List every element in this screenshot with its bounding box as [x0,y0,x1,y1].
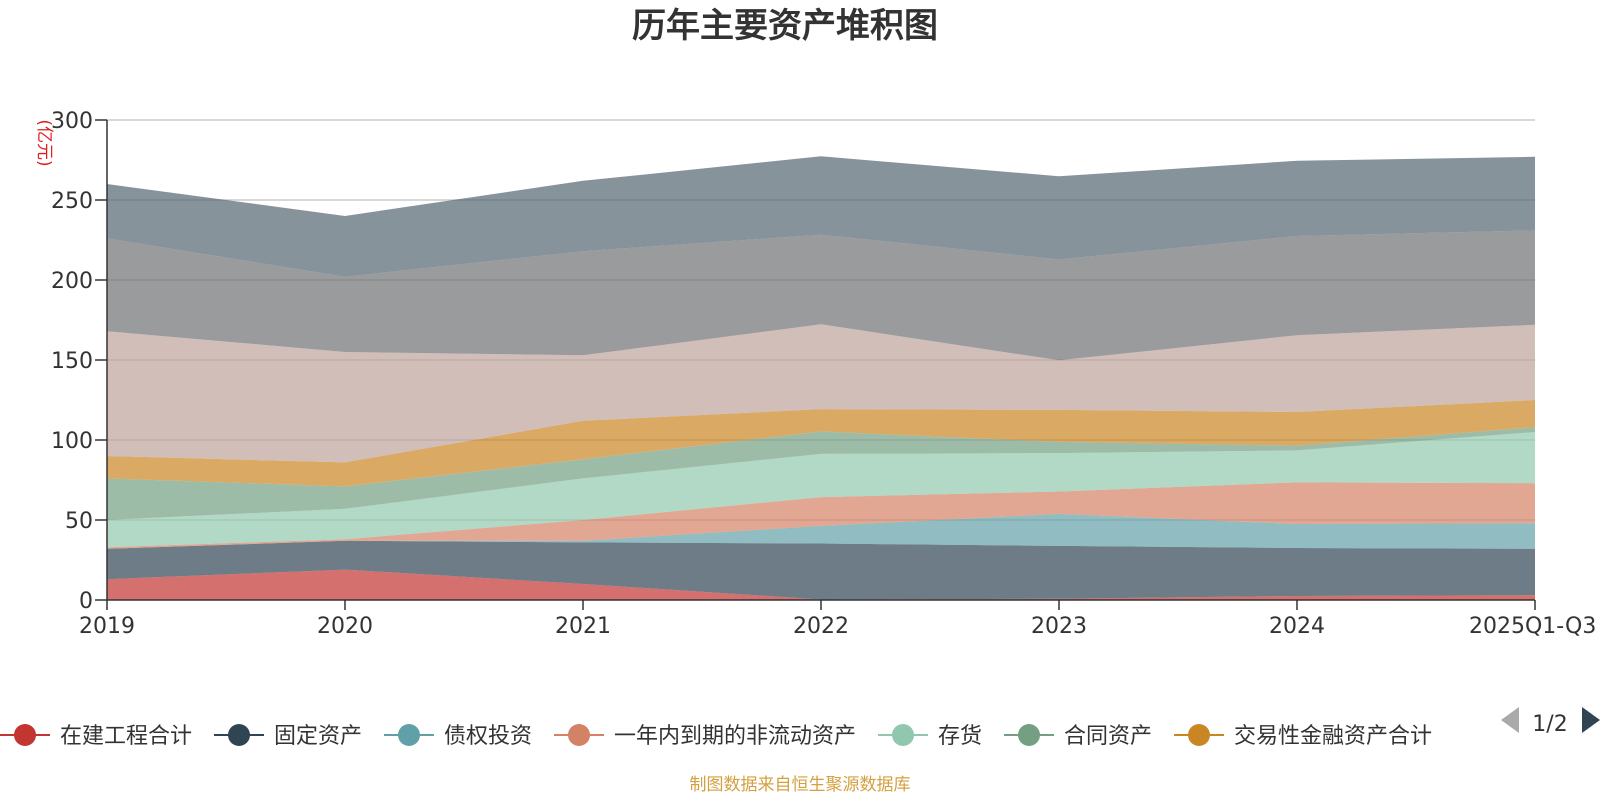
legend-marker-icon [892,724,914,746]
y-axis-unit: (亿元) [34,119,54,166]
legend-label: 在建工程合计 [60,724,192,749]
legend-label: 一年内到期的非流动资产 [614,724,856,749]
x-tick-label: 2019 [79,614,135,639]
legend-label: 固定资产 [274,724,362,749]
legend-item[interactable]: 一年内到期的非流动资产 [554,724,856,749]
legend-item[interactable]: 存货 [878,724,982,749]
area-series [107,156,1535,600]
area-固定资产 [107,540,1535,600]
x-tick-label: 2020 [317,614,373,639]
legend-item[interactable]: 债权投资 [384,724,532,749]
x-tick-label: 2023 [1031,614,1087,639]
legend-item[interactable]: 交易性金融资产合计 [1174,724,1432,749]
legend-label: 债权投资 [444,724,532,749]
legend-page-number: 1/2 [1532,712,1567,737]
y-tick-label: 0 [79,589,93,614]
y-tick-label: 300 [51,109,93,134]
prev-page-icon[interactable] [1501,707,1519,733]
data-source-note: 制图数据来自恒生聚源数据库 [690,775,911,795]
area-一年内到期的非流动资产 [107,482,1535,549]
legend-label: 合同资产 [1064,724,1152,749]
x-tick-label: 2024 [1269,614,1325,639]
legend-item[interactable]: 合同资产 [1004,724,1152,749]
legend[interactable]: 在建工程合计 固定资产 债权投资 一年内到期的非流动资产 存货 合同资产 交易性金融资产合计 [0,724,1432,749]
area-合同资产 [107,427,1535,520]
y-tick-label: 100 [51,429,93,454]
y-tick-label: 50 [65,509,93,534]
x-tick-label: 2021 [555,614,611,639]
legend-label: 存货 [938,724,982,749]
legend-item[interactable]: 在建工程合计 [0,724,192,749]
x-tick-label: 2025Q1-Q3 [1469,614,1596,639]
y-tick-label: 150 [51,349,93,374]
area-存货 [107,432,1535,548]
legend-marker-icon [1188,724,1210,746]
area-在建工程合计 [107,569,1535,600]
y-axis-ticks: 0 50 100 150 200 250 300 [51,109,107,614]
legend-marker-icon [398,724,420,746]
chart-title: 历年主要资产堆积图 [632,6,938,46]
area-长期股权投资 [107,324,1535,463]
area-债权投资 [107,513,1535,549]
legend-label: 交易性金融资产合计 [1234,724,1432,749]
y-tick-label: 250 [51,189,93,214]
legend-marker-icon [228,724,250,746]
legend-marker-icon [1018,724,1040,746]
legend-pager[interactable]: 1/2 [1501,707,1600,737]
y-tick-label: 200 [51,269,93,294]
legend-item[interactable]: 固定资产 [214,724,362,749]
next-page-icon[interactable] [1582,707,1600,733]
area-交易性金融资产合计 [107,400,1535,487]
legend-marker-icon [568,724,590,746]
x-tick-label: 2022 [793,614,849,639]
area-货币资金 [107,156,1535,277]
x-axis-ticks: 2019 2020 2021 2022 2023 2024 2025Q1-Q3 [79,600,1596,639]
legend-marker-icon [14,724,36,746]
area-其他非流动资产 [107,230,1535,361]
